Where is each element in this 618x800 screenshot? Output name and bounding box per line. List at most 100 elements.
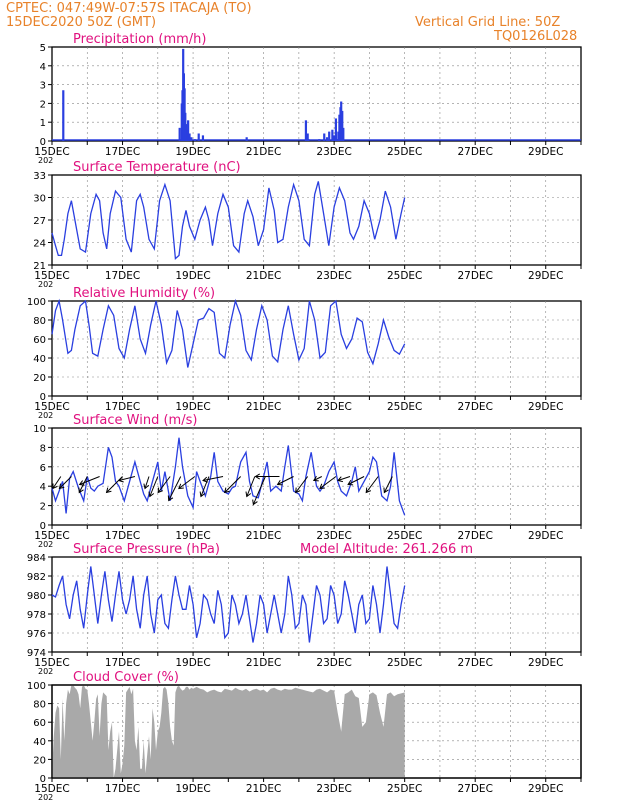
wind-vector: [252, 476, 266, 505]
y-tick-label: 984: [27, 553, 46, 564]
y-tick-label: 978: [27, 610, 46, 621]
x-tick-label: 23DEC: [316, 146, 351, 158]
x-tick-label: 29DEC: [528, 401, 563, 413]
y-tick-label: 30: [33, 194, 46, 205]
y-tick-label: 60: [33, 718, 46, 729]
wind-vector: [118, 476, 135, 481]
precip-bar: [201, 135, 205, 141]
x-tick-label: 17DEC: [105, 270, 140, 282]
wind-vector-head: [347, 480, 354, 486]
y-tick-label: 8: [40, 443, 46, 454]
wind-vector-head: [52, 483, 58, 490]
x-tick-label: 29DEC: [528, 146, 563, 158]
wind-vector-head: [167, 495, 174, 502]
precip-bar: [178, 127, 181, 141]
wind-vector-head: [365, 487, 372, 494]
y-tick-label: 80: [33, 316, 46, 327]
y-tick-label: 100: [27, 681, 46, 692]
y-tick-label: 40: [33, 737, 46, 748]
wind-vector: [313, 476, 323, 481]
x-tick-label: 27DEC: [457, 530, 492, 542]
precip-bar: [325, 137, 329, 141]
precip-bar: [187, 120, 190, 141]
y-tick-label: 0: [40, 774, 46, 785]
y-tick-label: 980: [27, 591, 46, 602]
x-tick-label: 19DEC: [175, 783, 210, 795]
panel-title: Cloud Cover (%): [73, 670, 179, 685]
x-tick-label: 21DEC: [246, 146, 281, 158]
panel-title: Relative Humidity (%): [73, 286, 215, 301]
precip-bar: [190, 137, 193, 141]
x-tick-label: 27DEC: [457, 783, 492, 795]
y-tick-label: 5: [40, 43, 46, 54]
wind-vector: [178, 476, 196, 489]
year-stub: 202: [38, 411, 53, 420]
wind-vector: [79, 476, 100, 485]
year-stub: 202: [38, 156, 53, 165]
y-tick-label: 3: [40, 81, 46, 92]
wind-vector: [78, 476, 88, 493]
x-tick-label: 29DEC: [528, 270, 563, 282]
panel-frame: [51, 556, 582, 653]
y-tick-label: 974: [27, 648, 46, 659]
wind-vector-head: [78, 480, 85, 486]
x-tick-label: 23DEC: [316, 401, 351, 413]
x-tick-label: 27DEC: [457, 270, 492, 282]
y-tick-label: 0: [40, 521, 46, 532]
y-tick-label: 976: [27, 629, 46, 640]
y-tick-label: 100: [27, 297, 46, 308]
precip-bar: [333, 135, 336, 141]
x-tick-label: 19DEC: [175, 146, 210, 158]
x-tick-label: 25DEC: [387, 657, 422, 669]
series-line: [51, 298, 406, 368]
x-tick-label: 15DEC: [34, 657, 69, 669]
wind-vector-head: [178, 483, 184, 490]
x-tick-label: 27DEC: [457, 657, 492, 669]
x-tick-label: 17DEC: [105, 530, 140, 542]
wind-vector: [52, 476, 62, 489]
precip-bar: [188, 133, 191, 141]
wind-vector-head: [157, 487, 163, 494]
year-stub: 202: [38, 280, 53, 289]
wind-vector: [202, 476, 224, 481]
wind-vector-head: [295, 487, 301, 494]
x-tick-label: 15DEC: [34, 783, 69, 795]
precip-bar: [62, 90, 65, 141]
precip-bar: [197, 133, 200, 141]
series-line: [51, 566, 406, 643]
x-tick-label: 27DEC: [457, 401, 492, 413]
wind-vector-head: [202, 476, 208, 483]
x-tick-label: 15DEC: [34, 146, 69, 158]
panel-frame: [51, 427, 582, 526]
x-tick-label: 21DEC: [246, 530, 281, 542]
x-tick-label: 19DEC: [175, 270, 210, 282]
wind-vector-head: [58, 483, 65, 490]
precip-bar: [323, 133, 326, 141]
wind-vector: [59, 476, 72, 489]
precip-bar: [342, 127, 345, 141]
x-tick-label: 25DEC: [387, 783, 422, 795]
y-tick-label: 27: [33, 216, 46, 227]
y-tick-label: 10: [33, 424, 46, 435]
y-tick-label: 6: [40, 463, 46, 474]
header-code: TQ0126L028: [494, 29, 578, 44]
x-tick-label: 19DEC: [175, 401, 210, 413]
wind-vector-head: [148, 491, 155, 498]
y-tick-label: 24: [33, 239, 46, 250]
x-tick-label: 25DEC: [387, 270, 422, 282]
y-tick-label: 21: [33, 261, 46, 272]
x-tick-label: 23DEC: [316, 270, 351, 282]
wind-vector: [347, 476, 365, 485]
x-tick-label: 21DEC: [246, 783, 281, 795]
wind-vector: [295, 476, 309, 493]
x-tick-label: 29DEC: [528, 783, 563, 795]
precip-bar: [245, 137, 248, 141]
wind-vector: [319, 476, 337, 489]
x-tick-label: 25DEC: [387, 530, 422, 542]
panel-title: Surface Wind (m/s): [73, 413, 197, 428]
x-tick-label: 29DEC: [528, 657, 563, 669]
wind-vector: [337, 476, 351, 481]
wind-vector-head: [383, 487, 389, 494]
wind-vector-head: [245, 491, 252, 498]
